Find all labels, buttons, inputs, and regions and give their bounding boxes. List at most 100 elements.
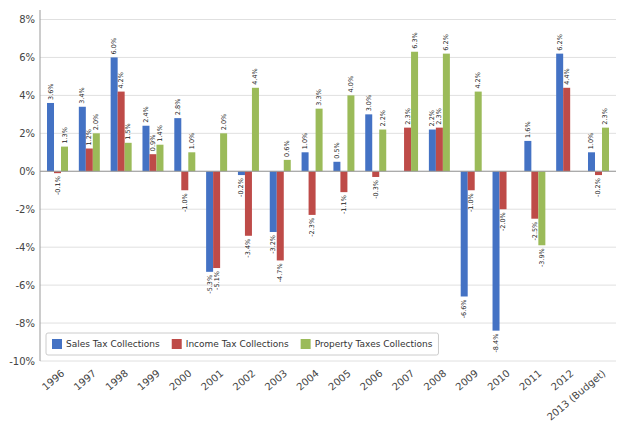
data-label: 2.0% bbox=[220, 114, 228, 131]
bar bbox=[238, 171, 245, 175]
data-label: 6.0% bbox=[110, 38, 118, 55]
bar bbox=[411, 52, 418, 172]
bar bbox=[309, 171, 316, 215]
bar bbox=[524, 141, 531, 171]
bar bbox=[206, 171, 213, 272]
bar bbox=[316, 109, 323, 172]
data-label: 1.2% bbox=[85, 129, 93, 146]
bar bbox=[340, 171, 347, 192]
data-label: -0.2% bbox=[594, 178, 602, 197]
x-tick-label: 1999 bbox=[135, 368, 162, 393]
data-label: 2.2% bbox=[379, 110, 387, 127]
legend-swatch bbox=[52, 339, 62, 349]
data-label: 4.4% bbox=[251, 68, 259, 85]
data-label: 3.3% bbox=[315, 89, 323, 106]
data-label: 2.3% bbox=[404, 108, 412, 125]
y-tick-label: -6% bbox=[16, 280, 35, 291]
grid-line bbox=[40, 19, 616, 20]
bar bbox=[347, 95, 354, 171]
bar bbox=[365, 114, 372, 171]
legend: Sales Tax Collections Income Tax Collecti… bbox=[46, 333, 438, 355]
data-label: 6.2% bbox=[442, 34, 450, 51]
data-label: -0.3% bbox=[372, 180, 380, 199]
data-label: -2.3% bbox=[308, 218, 316, 237]
data-label: -2.0% bbox=[499, 212, 507, 231]
data-labels: 3.6%3.4%6.0%2.4%2.8%-5.3%-0.2%-3.2%1.0%0… bbox=[47, 32, 610, 352]
background bbox=[0, 0, 622, 421]
data-label: -2.5% bbox=[531, 222, 539, 241]
bar bbox=[252, 88, 259, 171]
x-axis: 1996199719981999200020012002200320042005… bbox=[40, 368, 608, 421]
data-label: -3.2% bbox=[269, 235, 277, 254]
grid-line bbox=[40, 57, 616, 58]
data-label: -6.6% bbox=[460, 299, 468, 318]
legend-label: Sales Tax Collections bbox=[66, 339, 160, 349]
y-tick-label: 8% bbox=[19, 14, 35, 25]
bar bbox=[443, 54, 450, 172]
bar bbox=[436, 128, 443, 172]
x-tick-label: 2006 bbox=[358, 368, 385, 393]
data-label: 1.0% bbox=[301, 133, 309, 150]
bar bbox=[302, 152, 309, 171]
bar bbox=[174, 118, 181, 171]
bar bbox=[538, 171, 545, 245]
y-tick-label: 4% bbox=[19, 90, 35, 101]
bar bbox=[61, 147, 68, 172]
bar bbox=[284, 160, 291, 171]
x-tick-label: 2008 bbox=[422, 368, 449, 393]
x-tick-label: 2000 bbox=[167, 368, 194, 393]
data-label: 4.2% bbox=[474, 72, 482, 89]
x-tick-label: 2002 bbox=[231, 368, 258, 393]
data-label: 0.6% bbox=[283, 140, 291, 157]
y-tick-label: -2% bbox=[16, 204, 35, 215]
bar bbox=[181, 171, 188, 190]
grid-line bbox=[40, 209, 616, 210]
x-tick-label: 2003 bbox=[263, 368, 290, 393]
data-label: -5.1% bbox=[213, 271, 221, 290]
x-tick-label: 2007 bbox=[390, 368, 417, 393]
bar bbox=[563, 88, 570, 171]
grid-line bbox=[40, 95, 616, 96]
x-tick-label: 2001 bbox=[199, 368, 226, 393]
bar bbox=[461, 171, 468, 296]
legend-label: Income Tax Collections bbox=[186, 339, 289, 349]
grid-line bbox=[40, 361, 616, 362]
bar bbox=[86, 149, 93, 172]
data-label: 0.5% bbox=[333, 142, 341, 159]
x-tick-label: 2011 bbox=[517, 368, 544, 393]
data-label: 1.0% bbox=[188, 133, 196, 150]
data-label: -8.4% bbox=[492, 334, 500, 353]
bar bbox=[156, 145, 163, 172]
data-label: 2.0% bbox=[92, 114, 100, 131]
bar bbox=[475, 92, 482, 172]
data-label: 3.6% bbox=[47, 83, 55, 100]
bar bbox=[149, 154, 156, 171]
data-label: 4.2% bbox=[117, 72, 125, 89]
bars bbox=[47, 52, 609, 331]
data-label: 4.0% bbox=[347, 76, 355, 93]
y-tick-label: -8% bbox=[16, 318, 35, 329]
data-label: 3.4% bbox=[78, 87, 86, 104]
bar bbox=[429, 130, 436, 172]
bar bbox=[372, 171, 379, 177]
x-tick-label: 2004 bbox=[294, 368, 321, 393]
bar bbox=[270, 171, 277, 232]
data-label: -3.9% bbox=[538, 248, 546, 267]
data-label: -1.0% bbox=[181, 193, 189, 212]
y-axis: -10%-8%-6%-4%-2%0%2%4%6%8% bbox=[9, 14, 616, 367]
data-label: 1.4% bbox=[156, 125, 164, 142]
x-tick-label: 1997 bbox=[72, 368, 99, 393]
bar bbox=[277, 171, 284, 260]
x-tick-label: 2010 bbox=[485, 368, 512, 393]
data-label: 6.2% bbox=[556, 34, 564, 51]
grid-line bbox=[40, 323, 616, 324]
bar bbox=[588, 152, 595, 171]
bar bbox=[379, 130, 386, 172]
grid-line bbox=[40, 171, 616, 172]
bar bbox=[125, 143, 132, 171]
data-label: 1.0% bbox=[587, 133, 595, 150]
bar bbox=[47, 103, 54, 171]
data-label: -1.0% bbox=[467, 193, 475, 212]
bar bbox=[188, 152, 195, 171]
data-label: -1.1% bbox=[340, 195, 348, 214]
